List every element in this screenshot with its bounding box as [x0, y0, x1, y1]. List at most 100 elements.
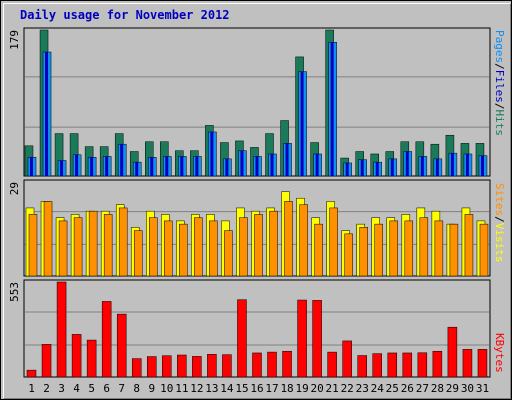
legend-pages-files-hits-part: Files: [493, 70, 506, 103]
sites-bar: [269, 210, 278, 277]
sites-bar: [209, 220, 218, 277]
kbytes-bar: [56, 281, 67, 378]
legend-pages-files-hits: Pages/Files/Hits: [493, 30, 506, 136]
x-tick-label: 4: [73, 382, 80, 395]
sites-bar: [314, 223, 323, 277]
x-tick-label: 27: [416, 382, 429, 395]
sites-bar: [359, 227, 368, 277]
x-tick-label: 25: [386, 382, 399, 395]
x-tick-label: 16: [250, 382, 263, 395]
pages-bar: [465, 153, 469, 176]
x-tick-label: 31: [476, 382, 489, 395]
legend-sites-visits: Sites/Visits: [493, 183, 506, 263]
x-tick-label: 6: [103, 382, 110, 395]
kbytes-bar: [282, 350, 292, 378]
sites-bar: [73, 217, 83, 277]
kbytes-bar: [41, 344, 52, 378]
kbytes-bar: [222, 354, 232, 378]
y-max-label-visits: 29: [8, 182, 21, 195]
kbytes-bar: [131, 358, 142, 378]
x-tick-label: 9: [148, 382, 155, 395]
pages-bar: [225, 158, 229, 176]
kbytes-bar: [462, 349, 473, 378]
kbytes-bar: [192, 356, 202, 378]
kbytes-bar: [101, 301, 112, 378]
sites-bar: [464, 214, 474, 277]
x-tick-label: 5: [88, 382, 95, 395]
kbytes-bar: [402, 352, 413, 378]
kbytes-bar: [432, 350, 443, 378]
x-tick-label: 21: [326, 382, 339, 395]
sites-bar: [224, 230, 233, 277]
legend-pages-files-hits-part: Hits: [493, 110, 506, 137]
y-max-label-hits: 179: [8, 30, 21, 50]
pages-bar: [375, 162, 379, 176]
x-tick-label: 24: [371, 382, 385, 395]
kbytes-bar: [177, 354, 187, 378]
kbytes-bar: [237, 299, 247, 378]
kbytes-bar: [252, 352, 262, 378]
x-tick-label: 10: [160, 382, 173, 395]
legend-sites-visits-part: Visits: [493, 223, 506, 263]
legend-pages-files-hits-part: Pages: [493, 30, 506, 63]
pages-bar: [30, 157, 33, 176]
pages-bar: [405, 151, 409, 176]
pages-bar: [270, 153, 274, 176]
sites-bar: [239, 217, 248, 277]
sites-bar: [133, 230, 143, 277]
pages-bar: [480, 155, 484, 176]
x-tick-label: 15: [235, 382, 248, 395]
kbytes-bar: [86, 339, 97, 378]
sites-bar: [43, 201, 53, 277]
x-tick-label: 13: [205, 382, 218, 395]
pages-bar: [420, 156, 424, 176]
pages-bar: [165, 156, 169, 176]
kbytes-bar: [162, 355, 172, 378]
x-tick-label: 30: [461, 382, 474, 395]
sites-bar: [419, 217, 429, 277]
legend-pages-files-hits-part: /: [493, 103, 506, 110]
sites-bar: [299, 204, 308, 277]
kbytes-bar: [312, 300, 322, 378]
x-tick-label: 8: [133, 382, 140, 395]
chart-bevel: [3, 3, 511, 399]
kbytes-bar: [387, 352, 398, 378]
x-tick-label: 28: [431, 382, 444, 395]
legend-pages-files-hits-part: /: [493, 63, 506, 70]
kbytes-bar: [71, 334, 82, 378]
pages-bar: [90, 157, 94, 176]
pages-bar: [180, 156, 184, 176]
kbytes-bar: [267, 351, 277, 378]
x-tick-label: 26: [401, 382, 414, 395]
pages-bar: [315, 153, 319, 176]
pages-bar: [240, 150, 244, 176]
kbytes-bar: [342, 340, 352, 378]
pages-bar: [120, 144, 124, 176]
sites-bar: [254, 214, 263, 277]
pages-bar: [435, 158, 439, 176]
pages-bar: [195, 156, 199, 176]
legend-sites-visits-part: /: [493, 216, 506, 223]
kbytes-bar: [477, 349, 488, 378]
sites-bar: [404, 220, 414, 277]
pages-bar: [345, 162, 349, 176]
pages-bar: [105, 156, 109, 176]
x-tick-label: 12: [190, 382, 203, 395]
kbytes-bar: [417, 352, 428, 378]
sites-bar: [479, 223, 489, 277]
pages-bar: [255, 156, 259, 176]
sites-bar: [329, 207, 338, 277]
sites-bar: [103, 214, 113, 277]
x-tick-label: 17: [265, 382, 278, 395]
sites-bar: [194, 217, 203, 277]
x-tick-label: 1: [28, 382, 35, 395]
sites-bar: [374, 223, 383, 277]
x-tick-label: 29: [446, 382, 459, 395]
kbytes-bar: [372, 353, 382, 378]
pages-bar: [360, 159, 364, 176]
pages-bar: [210, 131, 214, 176]
pages-bar: [60, 160, 64, 176]
kbytes-bar: [207, 354, 217, 378]
sites-bar: [28, 214, 38, 277]
